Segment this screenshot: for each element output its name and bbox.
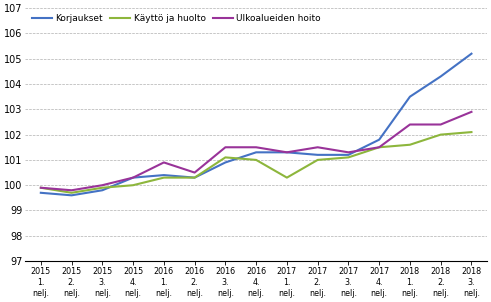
Korjaukset bbox=[222, 161, 228, 164]
Korjaukset bbox=[315, 153, 321, 157]
Korjaukset bbox=[438, 75, 444, 78]
Käyttö ja huolto bbox=[468, 130, 474, 134]
Korjaukset bbox=[161, 173, 167, 177]
Korjaukset bbox=[468, 52, 474, 56]
Käyttö ja huolto bbox=[222, 156, 228, 159]
Line: Ulkoalueiden hoito: Ulkoalueiden hoito bbox=[41, 112, 471, 190]
Ulkoalueiden hoito bbox=[315, 146, 321, 149]
Ulkoalueiden hoito bbox=[376, 146, 382, 149]
Korjaukset bbox=[407, 95, 413, 98]
Line: Korjaukset: Korjaukset bbox=[41, 54, 471, 195]
Ulkoalueiden hoito bbox=[253, 146, 259, 149]
Ulkoalueiden hoito bbox=[468, 110, 474, 114]
Korjaukset bbox=[346, 153, 352, 157]
Korjaukset bbox=[253, 150, 259, 154]
Käyttö ja huolto bbox=[130, 183, 136, 187]
Käyttö ja huolto bbox=[346, 156, 352, 159]
Ulkoalueiden hoito bbox=[130, 176, 136, 179]
Legend: Korjaukset, Käyttö ja huolto, Ulkoalueiden hoito: Korjaukset, Käyttö ja huolto, Ulkoalueid… bbox=[30, 13, 323, 25]
Käyttö ja huolto bbox=[99, 186, 105, 190]
Käyttö ja huolto bbox=[376, 146, 382, 149]
Ulkoalueiden hoito bbox=[438, 123, 444, 126]
Korjaukset bbox=[38, 191, 44, 194]
Korjaukset bbox=[99, 188, 105, 192]
Ulkoalueiden hoito bbox=[161, 161, 167, 164]
Käyttö ja huolto bbox=[315, 158, 321, 162]
Korjaukset bbox=[376, 138, 382, 142]
Korjaukset bbox=[191, 176, 197, 179]
Line: Käyttö ja huolto: Käyttö ja huolto bbox=[41, 132, 471, 193]
Käyttö ja huolto bbox=[284, 176, 290, 179]
Ulkoalueiden hoito bbox=[191, 171, 197, 174]
Ulkoalueiden hoito bbox=[38, 186, 44, 190]
Käyttö ja huolto bbox=[253, 158, 259, 162]
Käyttö ja huolto bbox=[191, 176, 197, 179]
Ulkoalueiden hoito bbox=[99, 183, 105, 187]
Käyttö ja huolto bbox=[438, 133, 444, 137]
Ulkoalueiden hoito bbox=[284, 150, 290, 154]
Korjaukset bbox=[284, 150, 290, 154]
Käyttö ja huolto bbox=[69, 191, 75, 194]
Korjaukset bbox=[130, 176, 136, 179]
Ulkoalueiden hoito bbox=[69, 188, 75, 192]
Käyttö ja huolto bbox=[407, 143, 413, 146]
Käyttö ja huolto bbox=[38, 186, 44, 190]
Ulkoalueiden hoito bbox=[346, 150, 352, 154]
Korjaukset bbox=[69, 194, 75, 197]
Käyttö ja huolto bbox=[161, 176, 167, 179]
Ulkoalueiden hoito bbox=[222, 146, 228, 149]
Ulkoalueiden hoito bbox=[407, 123, 413, 126]
